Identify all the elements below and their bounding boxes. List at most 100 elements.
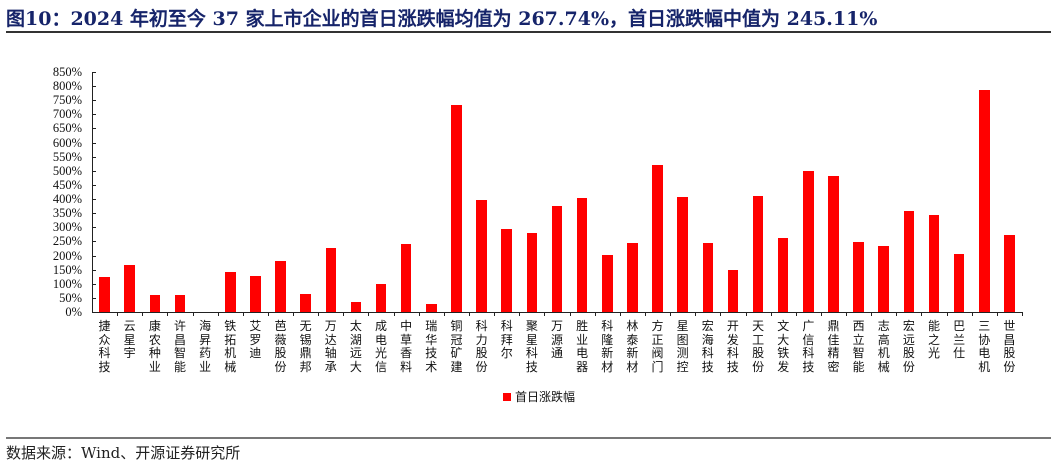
y-tick [92,86,96,88]
y-tick [92,72,96,73]
bar [149,295,161,312]
x-tick-label: 捷众科技 [98,319,111,374]
x-tick [117,312,119,316]
bar [853,242,864,312]
y-tick-label: 100% [52,276,82,291]
y-tick [92,269,96,271]
x-tick-label: 能之光 [928,319,941,360]
bar [953,254,965,312]
x-tick [670,312,672,316]
bar [677,197,688,312]
x-tick-label: 万达轴承 [324,319,337,374]
x-tick [720,312,722,316]
x-tick [192,312,194,316]
x-tick-label: 海昇药业 [199,319,212,374]
bar [1004,235,1015,312]
x-tick [695,312,697,316]
y-tick-label: 850% [52,65,82,79]
bar [627,242,638,312]
x-tick [217,312,219,316]
x-tick-label: 成电光信 [375,319,388,374]
y-tick-label: 350% [52,206,82,221]
x-tick-label: 铜冠矿建 [450,319,463,374]
bar [325,247,337,312]
x-tick-label: 科隆新材 [601,319,614,374]
x-tick [946,312,948,316]
legend-label: 首日涨跌幅 [515,390,576,404]
x-tick-label: 鼎佳精密 [827,319,840,374]
bar [526,232,538,312]
y-tick [92,255,96,257]
bar [250,276,261,312]
data-source: 数据来源：Wind、开源证券研究所 [6,444,241,462]
bar [451,105,462,312]
x-tick-label: 无锡鼎邦 [299,319,312,374]
y-tick [92,100,96,102]
x-tick-label: 太湖远大 [349,319,362,374]
x-tick [871,312,873,316]
x-tick-label: 中草香料 [400,319,413,374]
x-tick [896,312,898,316]
bar [652,165,663,312]
bar [551,206,563,312]
x-tick [343,312,345,316]
x-tick-label: 胜业电器 [576,319,589,374]
x-tick [846,312,848,316]
x-tick [494,312,496,316]
x-tick-label: 开发科技 [726,319,739,374]
y-tick [92,170,96,172]
x-tick-label: 云星宇 [123,319,136,360]
x-tick-label: 科力股份 [475,319,488,374]
legend-swatch [503,392,511,401]
y-tick-label: 500% [52,163,82,178]
x-tick [418,312,420,316]
bar [803,170,814,312]
x-tick-label: 志高机械 [877,319,890,374]
y-tick [92,142,96,144]
y-tick [92,297,96,299]
y-tick [92,128,96,130]
x-tick [569,312,571,316]
bar [300,293,311,312]
x-tick [745,312,747,316]
x-tick-label: 芭薇股份 [274,319,287,374]
x-tick [971,312,973,316]
bar [275,261,286,312]
x-tick [770,312,772,316]
x-tick-label: 宏远股份 [902,319,915,374]
y-tick-label: 50% [59,290,82,305]
bar [476,199,487,312]
y-tick [92,283,96,285]
x-tick-label: 三协电机 [978,319,991,374]
y-tick-label: 800% [52,79,82,94]
bar [752,195,764,312]
x-tick-label: 万源通 [550,319,563,360]
bar [828,176,839,312]
x-tick [644,312,646,316]
bar [576,197,588,312]
x-tick [544,312,546,316]
bar [601,254,613,312]
x-tick [1022,312,1023,316]
y-tick-label: 650% [52,121,82,136]
bar [928,214,940,312]
x-tick [469,312,471,316]
y-tick [92,227,96,229]
x-axis [92,312,1022,313]
bar [501,229,512,312]
x-tick [795,312,797,316]
y-tick-label: 250% [52,234,82,249]
y-tick-label: 0% [65,305,82,319]
y-tick [92,312,96,313]
x-tick [318,312,320,316]
x-tick-label: 铁拓机械 [224,319,237,374]
bar [400,243,412,312]
y-tick-label: 150% [52,262,82,277]
bar [777,238,789,312]
bar [174,295,186,312]
y-tick-label: 700% [52,107,82,122]
y-tick-label: 400% [52,192,82,207]
x-tick-label: 文大铁发 [777,319,790,374]
y-tick-label: 450% [52,177,82,192]
x-tick-label: 广信科技 [802,319,815,374]
